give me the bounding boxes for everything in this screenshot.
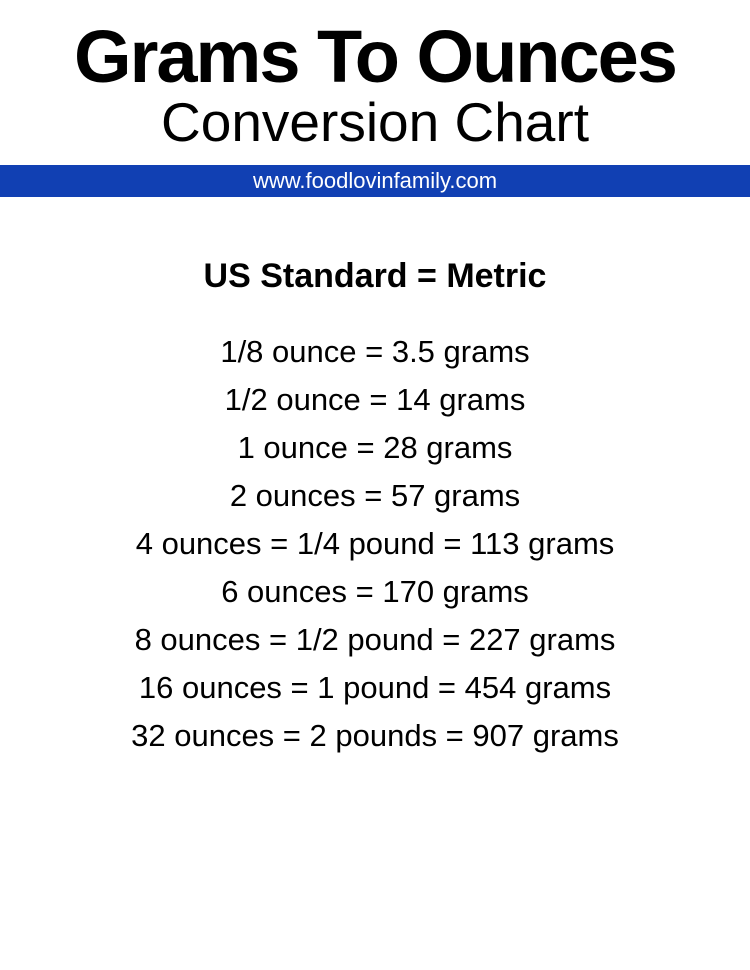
- conversion-line: 1/2 ounce = 14 grams: [0, 376, 750, 424]
- page-container: Grams To Ounces Conversion Chart www.foo…: [0, 0, 750, 760]
- conversion-line: 2 ounces = 57 grams: [0, 472, 750, 520]
- subtitle: Conversion Chart: [0, 92, 750, 153]
- conversions-list: 1/8 ounce = 3.5 grams 1/2 ounce = 14 gra…: [0, 328, 750, 760]
- conversion-line: 8 ounces = 1/2 pound = 227 grams: [0, 616, 750, 664]
- url-bar: www.foodlovinfamily.com: [0, 165, 750, 197]
- conversion-line: 4 ounces = 1/4 pound = 113 grams: [0, 520, 750, 568]
- conversion-line: 32 ounces = 2 pounds = 907 grams: [0, 712, 750, 760]
- section-heading: US Standard = Metric: [0, 257, 750, 296]
- conversion-line: 1/8 ounce = 3.5 grams: [0, 328, 750, 376]
- conversion-line: 6 ounces = 170 grams: [0, 568, 750, 616]
- conversion-line: 16 ounces = 1 pound = 454 grams: [0, 664, 750, 712]
- main-title: Grams To Ounces: [0, 20, 750, 94]
- url-text: www.foodlovinfamily.com: [253, 168, 497, 194]
- conversion-line: 1 ounce = 28 grams: [0, 424, 750, 472]
